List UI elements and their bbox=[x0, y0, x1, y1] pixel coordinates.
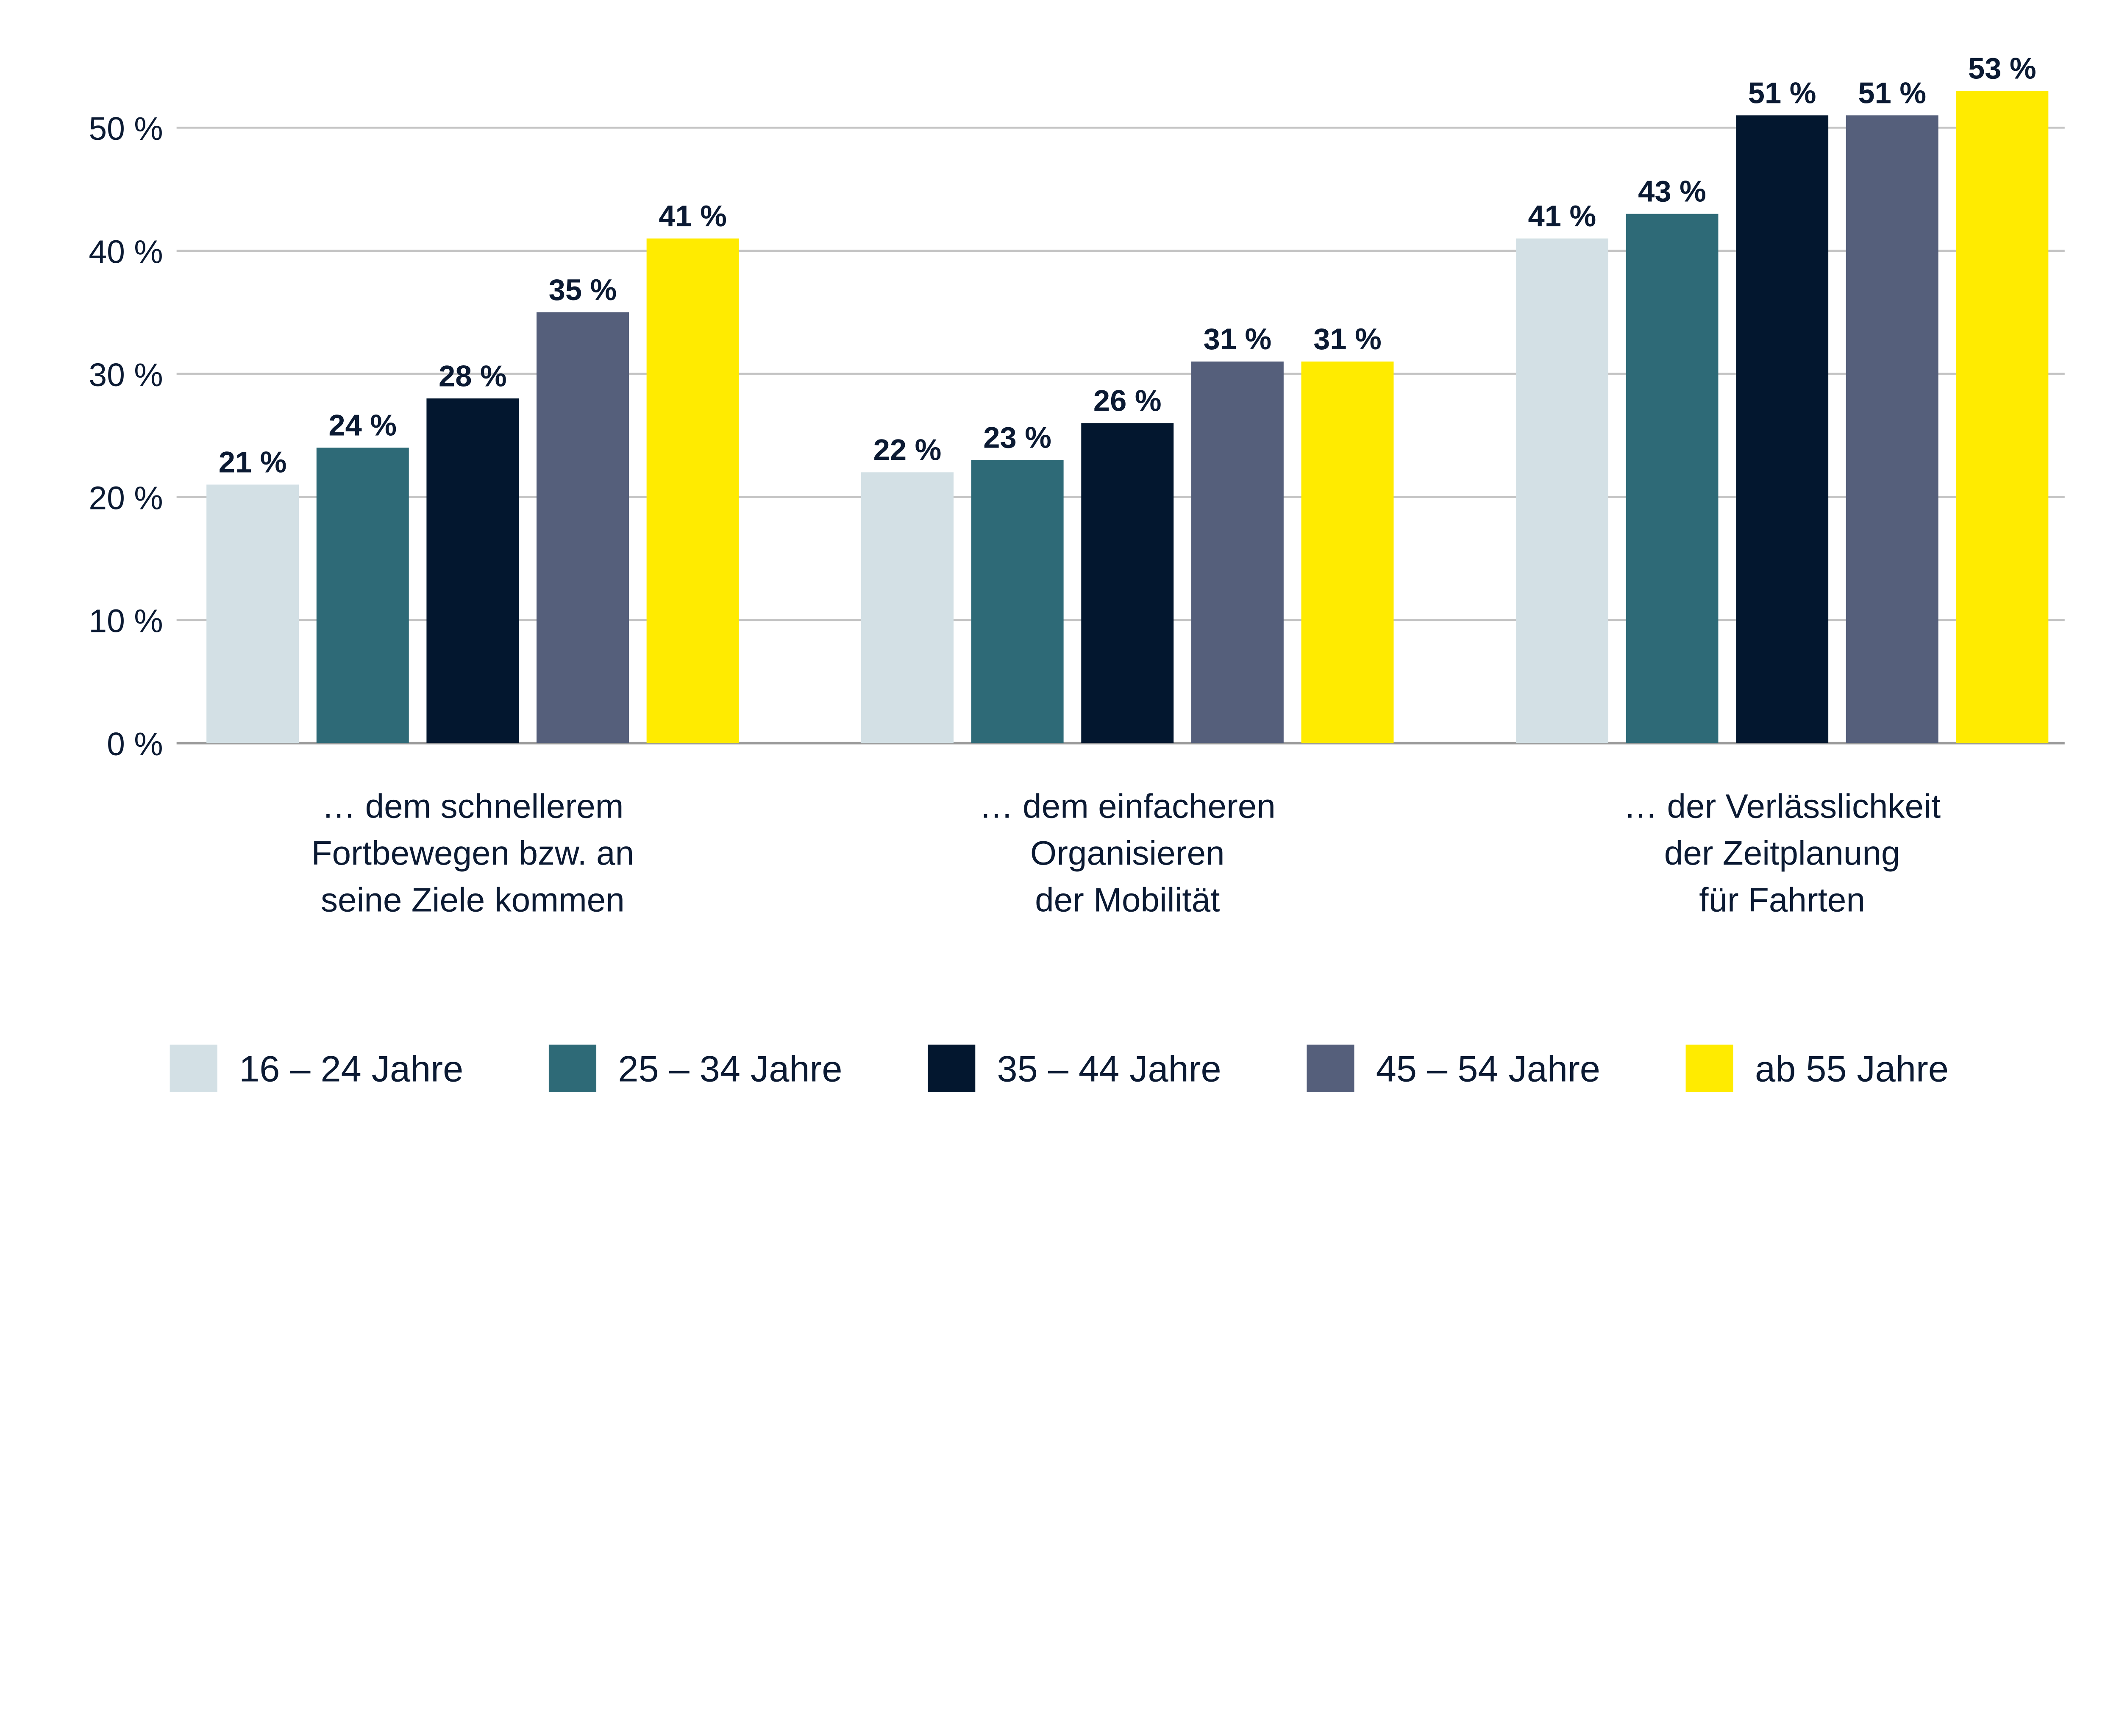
bar bbox=[646, 238, 739, 743]
category-label: … dem einfacheren bbox=[979, 787, 1276, 825]
bar bbox=[537, 312, 629, 743]
data-label: 23 % bbox=[983, 420, 1051, 454]
bar bbox=[971, 460, 1064, 743]
bar bbox=[1516, 238, 1608, 743]
y-tick-label: 40 % bbox=[89, 234, 163, 270]
y-axis-ticks: 0 % 10 % 20 % 30 % 40 % 50 % bbox=[89, 111, 163, 762]
data-label: 28 % bbox=[439, 359, 507, 392]
bar bbox=[1626, 214, 1719, 743]
legend: 16 – 24 Jahre 25 – 34 Jahre 35 – 44 Jahre 4… bbox=[170, 1044, 1949, 1092]
bar-chart: 0 % 10 % 20 % 30 % 40 % 50 % 21 % 22 % 41 % 24 %… bbox=[89, 51, 2065, 1092]
data-label: 41 % bbox=[659, 199, 727, 233]
bar bbox=[1301, 362, 1394, 743]
category-label: … dem schnellerem bbox=[322, 787, 623, 825]
legend-swatch bbox=[928, 1044, 976, 1092]
legend-swatch bbox=[170, 1044, 217, 1092]
data-label: 22 % bbox=[873, 433, 942, 467]
data-label: 21 % bbox=[219, 445, 287, 479]
y-tick-label: 0 % bbox=[107, 726, 163, 762]
bar bbox=[1736, 115, 1829, 743]
category-label: seine Ziele kommen bbox=[321, 881, 625, 919]
data-label: 51 % bbox=[1858, 76, 1926, 109]
data-label: 43 % bbox=[1638, 175, 1706, 208]
legend-label: 35 – 44 Jahre bbox=[997, 1049, 1221, 1089]
legend-label: 25 – 34 Jahre bbox=[618, 1049, 842, 1089]
legend-item: 16 – 24 Jahre bbox=[170, 1044, 463, 1092]
bar bbox=[1081, 423, 1174, 743]
category-label: Fortbewegen bzw. an bbox=[311, 834, 634, 872]
data-label: 26 % bbox=[1093, 384, 1162, 417]
bar bbox=[1956, 91, 2049, 743]
bar bbox=[861, 472, 954, 743]
bar bbox=[1846, 115, 1938, 743]
data-label: 41 % bbox=[1528, 199, 1596, 233]
legend-label: 45 – 54 Jahre bbox=[1376, 1049, 1600, 1089]
data-label: 53 % bbox=[1968, 51, 2036, 85]
category-labels: … dem schnellerem Fortbewegen bzw. an sein… bbox=[311, 787, 1941, 918]
legend-item: 35 – 44 Jahre bbox=[928, 1044, 1221, 1092]
legend-item: 45 – 54 Jahre bbox=[1307, 1044, 1600, 1092]
bars: 21 % 22 % 41 % 24 % 23 % 43 % 28 % 26 % 51 % 35 %… bbox=[206, 51, 2049, 743]
data-label: 24 % bbox=[328, 408, 397, 442]
data-label: 31 % bbox=[1204, 322, 1272, 356]
data-label: 31 % bbox=[1313, 322, 1382, 356]
legend-swatch bbox=[548, 1044, 597, 1092]
bar bbox=[206, 484, 299, 743]
category-label: der Mobilität bbox=[1035, 881, 1220, 919]
bar bbox=[1191, 362, 1284, 743]
category-label: der Zeitplanung bbox=[1664, 834, 1900, 872]
legend-label: ab 55 Jahre bbox=[1755, 1049, 1949, 1089]
data-label: 51 % bbox=[1748, 76, 1816, 109]
legend-label: 16 – 24 Jahre bbox=[239, 1049, 463, 1089]
category-label: Organisieren bbox=[1030, 834, 1225, 872]
bar bbox=[316, 448, 409, 743]
legend-item: ab 55 Jahre bbox=[1685, 1044, 1949, 1092]
legend-swatch bbox=[1685, 1044, 1733, 1092]
legend-swatch bbox=[1307, 1044, 1354, 1092]
category-label: … der Verlässlichkeit bbox=[1624, 787, 1941, 825]
bar bbox=[426, 398, 519, 743]
category-label: für Fahrten bbox=[1699, 881, 1865, 919]
y-tick-label: 50 % bbox=[89, 111, 163, 147]
legend-item: 25 – 34 Jahre bbox=[548, 1044, 842, 1092]
y-tick-label: 30 % bbox=[89, 357, 163, 393]
data-label: 35 % bbox=[549, 273, 617, 306]
y-tick-label: 10 % bbox=[89, 603, 163, 640]
y-tick-label: 20 % bbox=[89, 480, 163, 516]
